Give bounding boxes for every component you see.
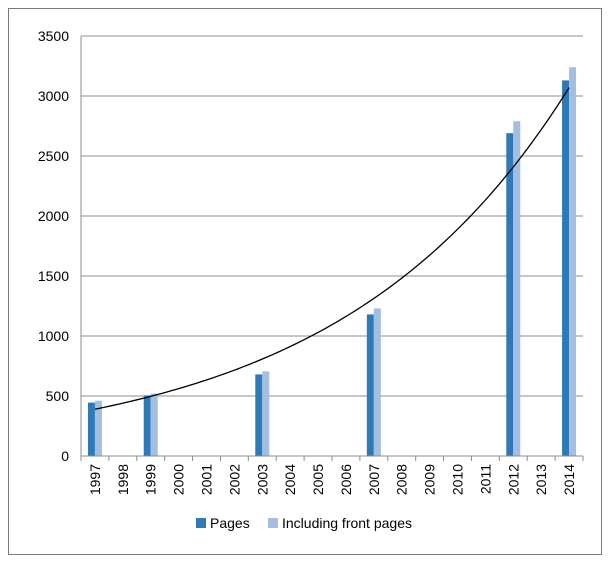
x-tick-label: 2003	[254, 464, 270, 495]
axes	[80, 36, 584, 461]
x-tick-label: 2012	[505, 464, 521, 495]
y-tick-label: 500	[46, 388, 70, 404]
x-tick-label: 2005	[310, 464, 326, 495]
bar-pages	[366, 314, 374, 456]
x-tick-labels: 1997 1998 1999 2000 2001 2002 2003 2004 2005 2006…	[87, 464, 577, 495]
x-tick-label: 2013	[533, 464, 549, 495]
x-tick-label: 2007	[366, 464, 382, 495]
x-tick-label: 2009	[422, 464, 438, 495]
x-tick-label: 2006	[338, 464, 354, 495]
y-tick-labels: 0 500 1000 1500 2000 2500 3000 3500	[38, 28, 69, 464]
bar-pages	[506, 133, 514, 456]
bar-pages	[562, 80, 570, 457]
legend-label: Including front pages	[282, 515, 412, 531]
bar-including-front-pages	[94, 400, 102, 456]
bar-including-front-pages	[513, 121, 521, 456]
x-tick-label: 2011	[477, 464, 493, 494]
legend-swatch	[196, 518, 206, 528]
y-tick-label: 3000	[38, 88, 69, 104]
x-tick-label: 2001	[199, 464, 215, 495]
y-tick-label: 1500	[38, 268, 69, 284]
x-tick-label: 2010	[450, 464, 466, 495]
x-tick-label: 2004	[282, 464, 298, 495]
bar-pages	[143, 395, 151, 456]
x-tick-label: 1998	[115, 464, 131, 495]
trendline	[94, 87, 570, 410]
y-tick-label: 0	[61, 448, 69, 464]
legend: Pages Including front pages	[196, 515, 412, 531]
y-tick-label: 2500	[38, 148, 69, 164]
x-tick-label: 2002	[226, 464, 242, 495]
bar-including-front-pages	[373, 308, 381, 456]
legend-label: Pages	[210, 515, 250, 531]
chart-frame	[8, 8, 602, 555]
bar-pages	[87, 402, 95, 456]
legend-swatch	[268, 518, 278, 528]
bar-pages	[255, 374, 263, 456]
y-tick-label: 1000	[38, 328, 69, 344]
x-tick-label: 1999	[143, 464, 159, 495]
x-tick-label: 2014	[561, 464, 577, 495]
bar-including-front-pages	[262, 371, 270, 456]
y-tick-label: 3500	[38, 28, 69, 44]
bar-including-front-pages	[150, 393, 158, 456]
x-tick-label: 1997	[87, 464, 103, 495]
bars	[87, 67, 577, 457]
x-tick-label: 2000	[171, 464, 187, 495]
x-tick-label: 2008	[394, 464, 410, 495]
bar-including-front-pages	[569, 67, 577, 456]
y-tick-label: 2000	[38, 208, 69, 224]
